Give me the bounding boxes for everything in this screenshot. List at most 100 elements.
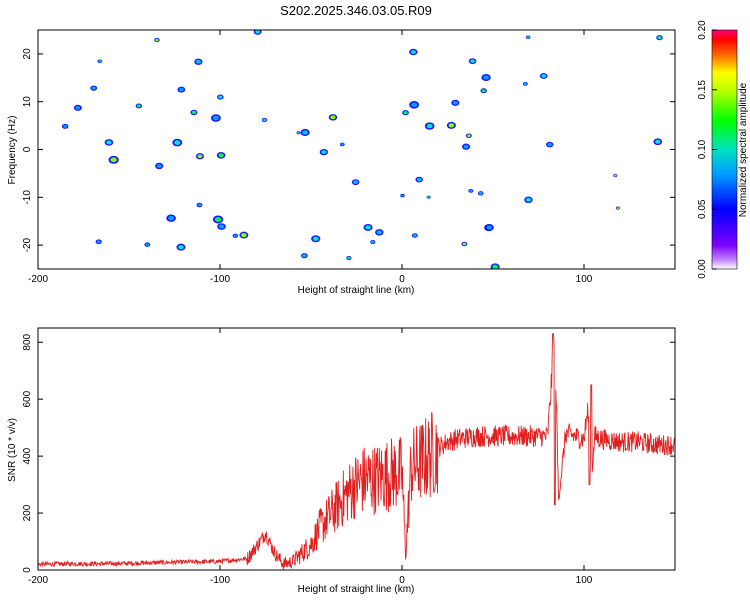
x-tick-label: -100 xyxy=(210,575,230,586)
spectral-hotspot xyxy=(376,230,382,235)
spectral-hotspot xyxy=(410,50,416,54)
spectral-hotspot xyxy=(469,189,473,193)
spectral-hotspot xyxy=(547,142,552,147)
snr-y-label: SNR (10 * v/v) xyxy=(7,418,18,482)
y-tick-label: 200 xyxy=(22,504,33,521)
y-tick-label: 20 xyxy=(22,48,33,60)
snr-frame xyxy=(37,327,676,571)
spectral-hotspot xyxy=(340,143,344,146)
colorbar-tick-label: 0.05 xyxy=(697,199,708,219)
y-tick-label: 600 xyxy=(22,390,33,407)
spectral-hotspot xyxy=(218,95,223,99)
y-tick-label: -20 xyxy=(22,237,33,252)
y-tick-label: 0 xyxy=(22,146,33,152)
spectrogram-panel: -200 -100 0 100 -20 -10 0 10 20 Height of strai… xyxy=(7,29,676,296)
spectral-hotspot xyxy=(168,216,175,221)
x-tick-label: 0 xyxy=(399,575,405,586)
spectral-hotspot xyxy=(416,177,422,182)
colorbar-tick-label: 0.00 xyxy=(697,259,708,279)
y-tick-label: 10 xyxy=(22,96,33,108)
spectral-hotspot xyxy=(478,192,483,195)
spectral-hotspot xyxy=(110,157,117,163)
spectral-hotspot xyxy=(195,59,201,64)
spectral-hotspot xyxy=(197,203,202,207)
spectral-hotspot xyxy=(347,256,351,260)
spectral-hotspot xyxy=(96,240,101,244)
spectral-hotspot xyxy=(448,123,455,128)
spectral-hotspot xyxy=(330,115,336,120)
snr-x-ticks: -200 -100 0 100 xyxy=(28,328,593,586)
colorbar-tick-label: 0.15 xyxy=(697,80,708,100)
spectral-hotspot xyxy=(541,74,547,78)
spectral-hotspot xyxy=(255,30,261,34)
spectral-hotspot xyxy=(214,217,222,222)
spectral-hotspot xyxy=(106,140,112,145)
spectral-hotspot xyxy=(98,60,102,63)
snr-series-line xyxy=(38,333,675,570)
figure-title: S202.2025.346.03.05.R09 xyxy=(280,3,432,18)
colorbar: 0.00 0.05 0.10 0.15 0.20 Normalized spectral… xyxy=(697,20,749,279)
spectral-hotspot xyxy=(191,110,197,115)
spectral-hotspot xyxy=(178,245,184,250)
spectral-hotspot xyxy=(467,134,471,138)
spectral-hotspot xyxy=(212,115,219,121)
spectral-hotspot xyxy=(523,82,527,86)
spectral-hotspot xyxy=(302,254,307,258)
spectral-hotspot xyxy=(655,139,661,144)
colorbar-ticks: 0.00 0.05 0.10 0.15 0.20 xyxy=(697,20,717,279)
y-tick-label: 0 xyxy=(22,567,33,573)
spectral-hotspot xyxy=(297,131,300,134)
spectral-hotspot xyxy=(426,123,433,129)
spectrogram-y-ticks: -20 -10 0 10 20 xyxy=(22,48,675,252)
spectral-hotspot xyxy=(614,174,617,177)
spectral-hotspot xyxy=(492,264,498,269)
spectral-hotspot xyxy=(657,36,662,40)
snr-x-label: Height of straight line (km) xyxy=(298,584,415,595)
spectral-hotspot xyxy=(75,106,81,110)
spectral-hotspot xyxy=(462,242,467,246)
spectral-hotspot xyxy=(156,164,162,168)
spectral-hotspot xyxy=(483,75,489,80)
x-tick-label: -200 xyxy=(28,575,48,586)
spectrogram-x-label: Height of straight line (km) xyxy=(298,285,415,296)
spectral-hotspot xyxy=(63,124,68,128)
spectrogram-hotspots xyxy=(61,30,663,269)
spectral-hotspot xyxy=(218,153,224,158)
spectral-hotspot xyxy=(525,197,532,202)
x-tick-label: -100 xyxy=(210,274,230,285)
x-tick-label: 100 xyxy=(576,274,593,285)
spectral-hotspot xyxy=(463,144,469,149)
spectral-hotspot xyxy=(91,86,96,90)
snr-panel: -200 -100 0 100 0 200 400 600 800 Height of str… xyxy=(7,327,676,595)
spectral-hotspot xyxy=(353,180,358,184)
colorbar-tick-label: 0.20 xyxy=(697,20,708,40)
spectral-hotspot xyxy=(365,225,371,230)
y-tick-label: 800 xyxy=(22,333,33,350)
spectral-hotspot xyxy=(233,234,237,237)
spectral-hotspot xyxy=(401,194,404,197)
spectral-hotspot xyxy=(427,196,430,199)
spectral-hotspot xyxy=(312,236,319,241)
spectral-hotspot xyxy=(218,224,225,229)
spectrogram-x-ticks: -200 -100 0 100 xyxy=(28,30,593,285)
spectral-hotspot xyxy=(411,102,418,108)
spectral-hotspot xyxy=(526,36,530,39)
x-tick-label: 100 xyxy=(576,575,593,586)
spectral-hotspot xyxy=(486,225,493,230)
snr-y-ticks: 0 200 400 600 800 xyxy=(22,333,675,573)
spectral-hotspot xyxy=(616,207,620,210)
x-tick-label: -200 xyxy=(28,274,48,285)
spectral-hotspot xyxy=(179,87,184,92)
spectral-hotspot xyxy=(145,243,150,246)
spectral-hotspot xyxy=(470,59,475,63)
y-tick-label: -10 xyxy=(22,190,33,205)
spectral-hotspot xyxy=(155,38,159,42)
spectral-hotspot xyxy=(136,104,141,108)
spectral-hotspot xyxy=(262,118,267,122)
colorbar-label: Normalized spectral amplitude xyxy=(738,82,749,217)
spectral-hotspot xyxy=(321,150,327,154)
spectral-hotspot xyxy=(412,234,417,237)
spectral-hotspot xyxy=(452,101,458,105)
colorbar-tick-label: 0.10 xyxy=(697,139,708,159)
